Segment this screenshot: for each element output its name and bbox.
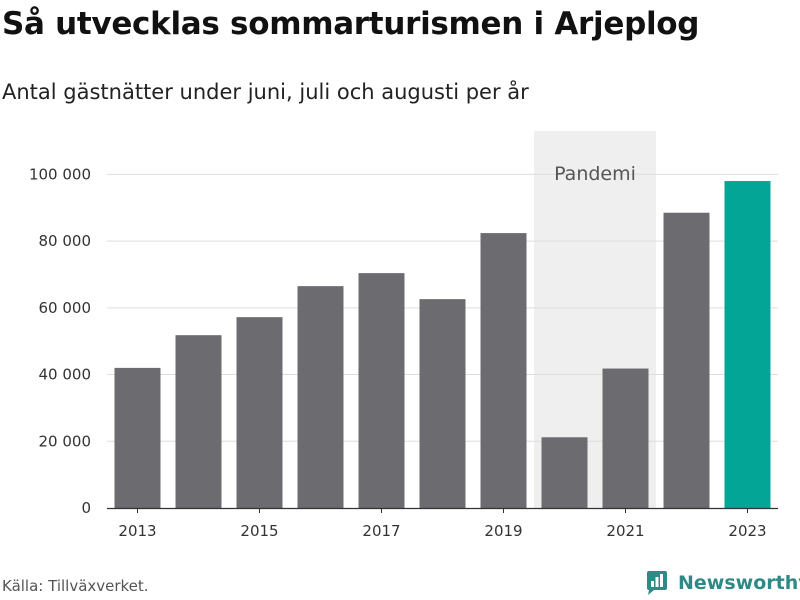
newsworthy-logo-icon — [647, 571, 667, 595]
bar-2015 — [236, 317, 283, 508]
y-tick-label: 60 000 — [39, 299, 92, 317]
brand-name: Newsworthy — [678, 572, 800, 594]
bar-2017 — [358, 273, 405, 508]
pandemic-label: Pandemi — [554, 163, 636, 185]
bar-2019 — [480, 233, 527, 508]
x-tick-label: 2015 — [240, 522, 278, 540]
bar-2016 — [297, 286, 344, 508]
x-tick-label: 2023 — [728, 522, 766, 540]
brand-logo[interactable]: Newsworthy — [645, 570, 800, 596]
x-tick-label: 2013 — [118, 522, 156, 540]
bar-2023 — [724, 181, 771, 508]
bar-2020 — [541, 437, 588, 508]
chart-title: Så utvecklas sommarturismen i Arjeplog — [2, 6, 700, 42]
bar-2021 — [602, 368, 649, 508]
y-tick-label: 80 000 — [39, 232, 92, 250]
chart-subtitle: Antal gästnätter under juni, juli och au… — [2, 80, 529, 104]
bar-2014 — [175, 335, 222, 508]
bar-2018 — [419, 299, 466, 508]
x-tick-label: 2017 — [362, 522, 400, 540]
x-tick-label: 2021 — [606, 522, 644, 540]
bar-2022 — [663, 212, 710, 508]
x-tick-label: 2019 — [484, 522, 522, 540]
y-tick-label: 20 000 — [39, 432, 92, 450]
bar-2013 — [114, 367, 161, 508]
y-tick-label: 40 000 — [39, 366, 92, 384]
source-note: Källa: Tillväxverket. — [2, 577, 149, 595]
y-tick-label: 100 000 — [29, 165, 91, 183]
y-tick-label: 0 — [81, 499, 91, 517]
